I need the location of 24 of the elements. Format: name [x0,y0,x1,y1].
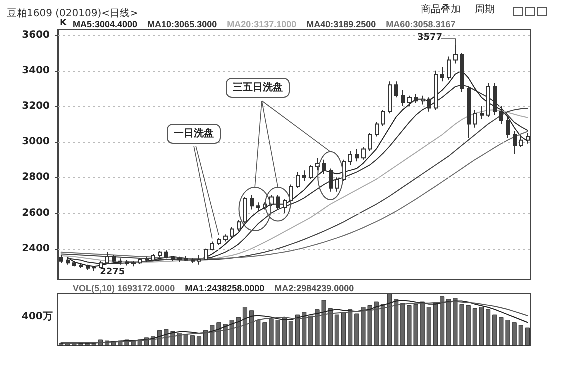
text: MA5:3004.4000 [73,20,138,30]
y-tick-label: 2400 [22,243,50,254]
text: VOL(5,10) 1693172.0000 [73,284,176,294]
text: MA60:3058.3167 [386,20,456,30]
annotation: 2275 [100,268,126,278]
y-tick-label: 2600 [22,208,50,219]
text: MA40:3189.2500 [306,20,376,30]
text: MA20:3137.1000 [227,20,297,30]
y-tick-label: 3400 [22,65,50,76]
text: 周期 [475,4,495,16]
text: MA2:2984239.0000 [274,284,354,294]
y-tick-label: 3000 [22,136,50,148]
text: MA1:2438258.0000 [185,284,265,294]
annotation: 一日洗盘 [174,128,214,140]
text: MA10:3065.3000 [148,20,218,30]
y-tick-label: 2800 [22,172,50,184]
chart-title: 豆粕1609 (020109)<日线> [7,8,138,20]
text: K [60,18,68,28]
annotation: 3577 [417,32,443,43]
text: 商品叠加 [421,4,461,16]
annotation: 三五日洗盘 [233,82,283,94]
text: 400万 [22,312,53,322]
y-tick-label: 3600 [22,30,50,41]
y-tick-label: 3200 [22,101,50,112]
